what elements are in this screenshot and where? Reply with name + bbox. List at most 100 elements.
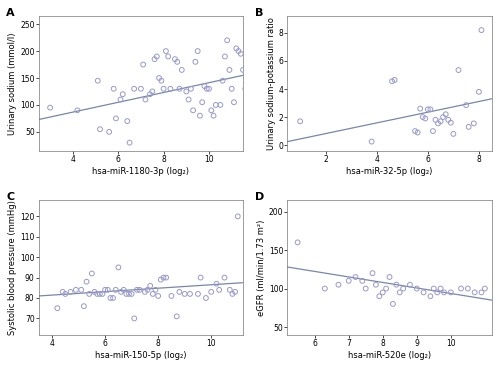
- Point: [368, 270, 376, 276]
- Point: [248, 102, 256, 108]
- Point: [157, 277, 165, 283]
- Point: [418, 114, 426, 120]
- Text: D: D: [254, 192, 264, 202]
- Point: [184, 97, 192, 103]
- Point: [432, 117, 440, 123]
- Point: [481, 286, 489, 291]
- Point: [226, 287, 234, 293]
- X-axis label: hsa-miR-32-5p (log₂): hsa-miR-32-5p (log₂): [346, 167, 432, 176]
- Point: [205, 86, 213, 92]
- Point: [104, 287, 112, 293]
- Point: [416, 106, 424, 112]
- Point: [120, 287, 128, 293]
- Point: [231, 289, 239, 295]
- Point: [430, 286, 438, 291]
- Point: [105, 129, 113, 135]
- Point: [362, 286, 370, 291]
- Point: [90, 289, 98, 295]
- Y-axis label: Urinary sodium (mmol/l): Urinary sodium (mmol/l): [8, 32, 18, 135]
- Point: [182, 89, 190, 95]
- Point: [200, 83, 208, 89]
- Point: [202, 295, 210, 301]
- Point: [137, 86, 145, 92]
- Point: [388, 78, 396, 84]
- Point: [144, 287, 152, 293]
- Point: [171, 56, 179, 62]
- Point: [187, 86, 195, 92]
- Point: [192, 59, 200, 65]
- Point: [98, 291, 106, 297]
- Point: [246, 75, 254, 81]
- Point: [54, 305, 62, 311]
- Point: [344, 278, 352, 284]
- Y-axis label: eGFR (ml/min/1.73 m²): eGFR (ml/min/1.73 m²): [257, 219, 266, 316]
- Point: [426, 106, 434, 112]
- Point: [411, 128, 419, 134]
- Point: [74, 107, 82, 113]
- Point: [396, 290, 404, 296]
- Point: [212, 281, 220, 287]
- Point: [414, 130, 422, 135]
- Point: [218, 78, 226, 84]
- Point: [196, 113, 204, 118]
- X-axis label: hsa-miR-1180-3p (log₂): hsa-miR-1180-3p (log₂): [92, 167, 190, 176]
- Point: [133, 287, 141, 293]
- Point: [436, 286, 444, 291]
- Point: [296, 118, 304, 124]
- Point: [376, 293, 384, 299]
- Point: [447, 290, 455, 296]
- Point: [390, 77, 398, 83]
- Point: [180, 291, 188, 297]
- Point: [166, 86, 174, 92]
- Point: [176, 289, 184, 295]
- Point: [122, 291, 130, 297]
- Point: [125, 291, 133, 297]
- Point: [117, 289, 125, 295]
- Point: [126, 140, 134, 146]
- Point: [228, 86, 235, 92]
- Y-axis label: Urinary sodium-potassium ratio: Urinary sodium-potassium ratio: [266, 17, 276, 150]
- Point: [212, 102, 220, 108]
- Point: [242, 86, 250, 92]
- Point: [152, 287, 160, 293]
- Point: [454, 67, 462, 73]
- Point: [207, 289, 215, 295]
- Point: [334, 282, 342, 288]
- Point: [189, 107, 197, 113]
- Point: [228, 291, 236, 297]
- Point: [433, 290, 441, 296]
- Point: [210, 113, 218, 118]
- Point: [208, 107, 216, 113]
- Point: [142, 97, 150, 103]
- Point: [434, 120, 442, 126]
- Point: [162, 48, 170, 54]
- Point: [62, 291, 70, 297]
- Point: [378, 290, 386, 296]
- Point: [88, 270, 96, 276]
- Point: [475, 89, 483, 95]
- Point: [232, 45, 240, 51]
- Point: [464, 286, 472, 291]
- Point: [237, 51, 245, 57]
- Point: [244, 78, 252, 84]
- Point: [146, 283, 154, 289]
- Point: [230, 99, 238, 105]
- Point: [110, 86, 118, 92]
- Point: [198, 99, 206, 105]
- Point: [139, 61, 147, 67]
- Point: [239, 67, 247, 73]
- Point: [392, 282, 400, 288]
- Point: [101, 287, 109, 293]
- Point: [160, 275, 168, 280]
- Point: [368, 139, 376, 145]
- Point: [470, 290, 478, 296]
- Point: [112, 287, 120, 293]
- Point: [58, 289, 66, 295]
- Point: [424, 106, 432, 112]
- Text: A: A: [6, 8, 14, 18]
- Point: [114, 265, 122, 270]
- Point: [164, 53, 172, 59]
- Point: [429, 128, 437, 134]
- Text: C: C: [6, 192, 14, 202]
- Point: [158, 78, 166, 84]
